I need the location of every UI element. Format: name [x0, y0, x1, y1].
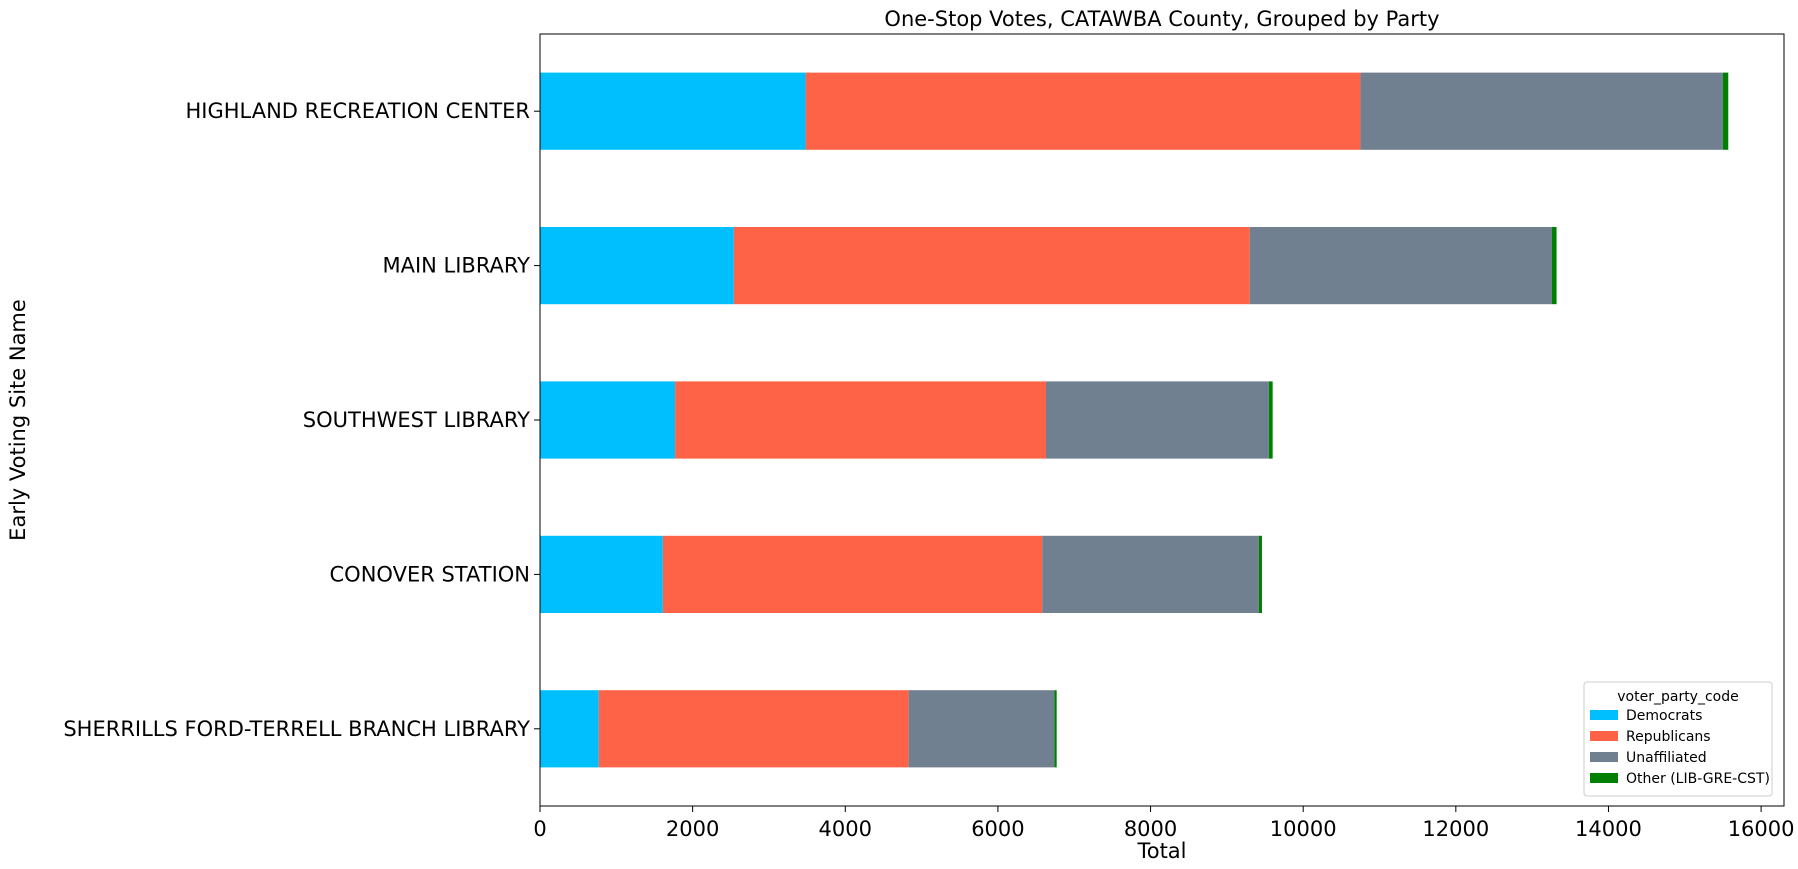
- x-tick-label: 14000: [1575, 817, 1642, 841]
- y-axis: HIGHLAND RECREATION CENTER MAIN LIBRARY SO…: [63, 99, 540, 741]
- bar-democrats-0: [540, 72, 806, 150]
- legend-label: Republicans: [1626, 729, 1711, 745]
- bar-other-lib-gre-cst--1: [1551, 227, 1557, 305]
- y-tick-label: CONOVER STATION: [330, 562, 530, 586]
- bar-democrats-1: [540, 227, 734, 305]
- bar-other-lib-gre-cst--2: [1268, 381, 1273, 459]
- bar-unaffiliated-3: [1042, 535, 1259, 613]
- x-tick-label: 12000: [1422, 817, 1489, 841]
- legend: voter_party_code Democrats Republicans Una…: [1583, 681, 1773, 797]
- bar-other-lib-gre-cst--0: [1722, 72, 1729, 150]
- legend-box: [1583, 681, 1773, 797]
- bar-republicans-4: [598, 690, 909, 768]
- x-axis-title: Total: [1136, 839, 1186, 863]
- x-tick-label: 6000: [971, 817, 1024, 841]
- legend-label: Democrats: [1626, 708, 1702, 724]
- legend-items: Democrats Republicans Unaffiliated Other (L…: [1590, 708, 1770, 787]
- legend-swatch: [1590, 710, 1618, 720]
- y-tick-label: SOUTHWEST LIBRARY: [303, 408, 530, 432]
- bar-democrats-3: [540, 535, 663, 613]
- x-tick-label: 8000: [1124, 817, 1177, 841]
- bar-other-lib-gre-cst--4: [1054, 690, 1057, 768]
- bar-republicans-1: [733, 227, 1250, 305]
- y-axis-title: Early Voting Site Name: [6, 299, 30, 541]
- y-tick-label: MAIN LIBRARY: [382, 254, 530, 278]
- bar-democrats-4: [540, 690, 599, 768]
- y-tick-label: HIGHLAND RECREATION CENTER: [185, 99, 530, 123]
- x-tick-label: 0: [533, 817, 546, 841]
- x-axis: 0 2000 4000 6000 8000 10000 12000 14000 16000: [533, 806, 1795, 841]
- chart-title: One-Stop Votes, CATAWBA County, Grouped …: [884, 7, 1439, 31]
- legend-swatch: [1590, 752, 1618, 762]
- bar-other-lib-gre-cst--3: [1258, 535, 1262, 613]
- legend-swatch: [1590, 773, 1618, 783]
- bar-unaffiliated-4: [908, 690, 1055, 768]
- legend-swatch: [1590, 731, 1618, 741]
- legend-label: Unaffiliated: [1626, 750, 1707, 766]
- bar-unaffiliated-1: [1249, 227, 1552, 305]
- y-tick-label: SHERRILLS FORD-TERRELL BRANCH LIBRARY: [63, 717, 530, 741]
- bar-democrats-2: [540, 381, 676, 459]
- x-tick-label: 16000: [1728, 817, 1795, 841]
- bars-group: [540, 72, 1729, 768]
- bar-unaffiliated-2: [1045, 381, 1269, 459]
- x-tick-label: 10000: [1270, 817, 1337, 841]
- bar-republicans-0: [805, 72, 1361, 150]
- bar-republicans-3: [662, 535, 1043, 613]
- bar-unaffiliated-0: [1360, 72, 1723, 150]
- x-tick-label: 4000: [819, 817, 872, 841]
- x-tick-label: 2000: [666, 817, 719, 841]
- legend-label: Other (LIB-GRE-CST): [1626, 771, 1770, 787]
- legend-title: voter_party_code: [1617, 689, 1738, 705]
- bar-republicans-2: [675, 381, 1046, 459]
